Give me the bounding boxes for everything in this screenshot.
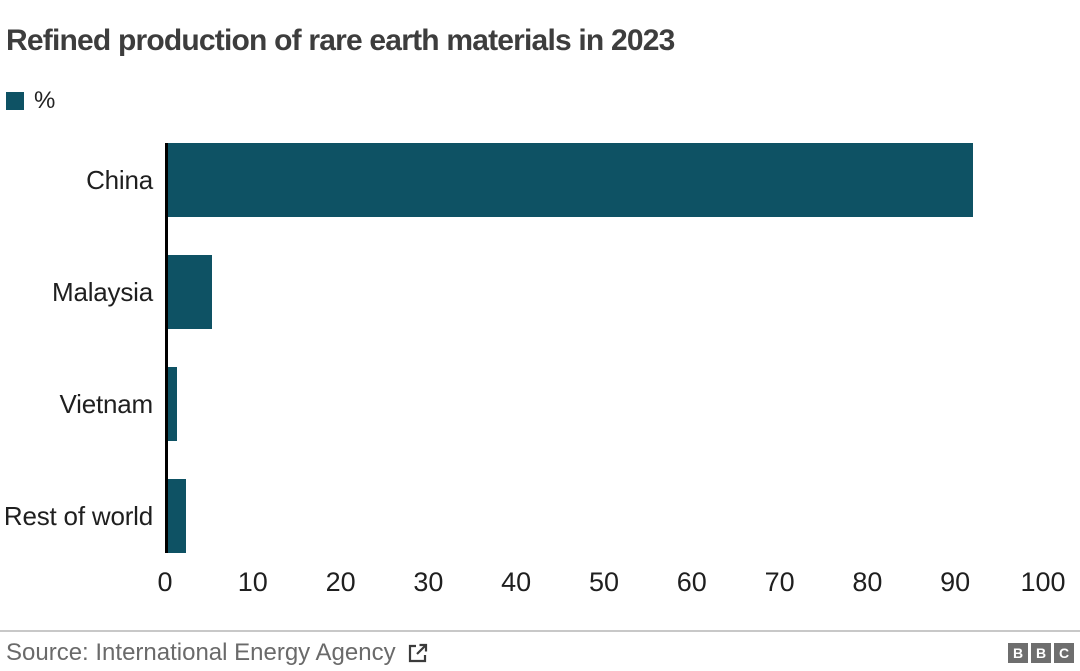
legend: % <box>6 87 1080 114</box>
category-labels-column: China Malaysia Vietnam Rest of world <box>0 143 165 553</box>
x-tick-40: 40 <box>501 567 532 597</box>
source-text: Source: International Energy Agency <box>6 639 396 666</box>
x-tick-100: 100 <box>1020 567 1066 597</box>
chart-title: Refined production of rare earth materia… <box>6 24 675 57</box>
bar-vietnam <box>168 367 177 441</box>
x-tick-30: 30 <box>413 567 444 597</box>
category-label-rest-of-world: Rest of world <box>3 500 153 531</box>
category-label-vietnam: Vietnam <box>59 388 153 419</box>
x-axis: 0 10 20 30 40 50 60 70 80 90 100 <box>157 553 1065 597</box>
legend-swatch <box>6 92 24 110</box>
x-tick-50: 50 <box>588 567 620 597</box>
category-label-malaysia: Malaysia <box>52 276 153 307</box>
bar-chart: China Malaysia Vietnam Rest of world <box>0 143 1080 553</box>
x-tick-10: 10 <box>237 567 268 597</box>
plot-area <box>165 143 1043 553</box>
x-tick-70: 70 <box>764 567 795 597</box>
x-tick-20: 20 <box>325 567 356 597</box>
legend-label: % <box>34 87 56 114</box>
x-tick-80: 80 <box>852 567 883 597</box>
x-tick-60: 60 <box>676 567 707 597</box>
bar-china <box>168 143 973 217</box>
x-tick-0: 0 <box>157 567 173 597</box>
external-link-icon <box>408 643 427 663</box>
bbc-logo-block: C <box>1054 643 1074 663</box>
footer-divider <box>0 630 1080 632</box>
bar-rest-of-world <box>168 479 186 553</box>
source-link[interactable]: Source: International Energy Agency <box>6 639 429 667</box>
bbc-logo-block: B <box>1008 643 1028 663</box>
x-tick-90: 90 <box>940 567 971 597</box>
category-label-china: China <box>86 164 153 195</box>
bbc-logo-block: B <box>1031 643 1051 663</box>
bar-malaysia <box>168 255 212 329</box>
